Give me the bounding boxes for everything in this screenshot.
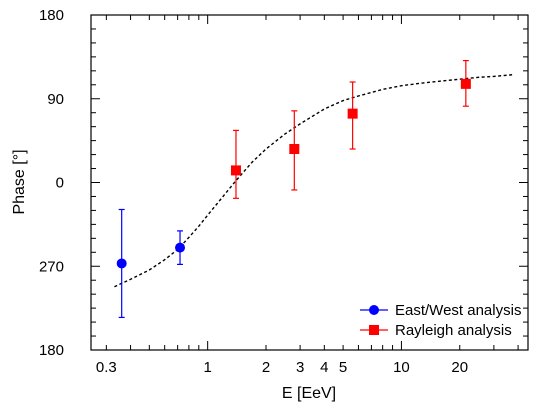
x-tick-labels: 0.3 1 2 3 4 5 10 20: [96, 359, 468, 376]
legend: East/West analysis Rayleigh analysis: [360, 302, 521, 339]
y-tick-label: 180: [39, 342, 64, 359]
y-tick-label: 270: [39, 258, 64, 275]
x-tick-label: 4: [320, 359, 328, 376]
legend-label: East/West analysis: [395, 302, 521, 319]
data-point-circle: [175, 242, 186, 253]
data-point-square: [230, 165, 241, 176]
x-tick-label: 20: [451, 359, 468, 376]
plot-frame: [90, 14, 529, 351]
y-tick-labels: 180 90 0 270 180: [39, 7, 64, 359]
x-tick-label: 2: [262, 359, 270, 376]
x-axis-title: E [EeV]: [282, 385, 336, 402]
fit-curve-layer: [114, 73, 514, 288]
y-tick-label: 0: [56, 175, 64, 192]
data-point-square: [460, 78, 471, 89]
data-points-layer: [116, 59, 471, 319]
tick-marks: [91, 14, 528, 351]
legend-label: Rayleigh analysis: [395, 322, 512, 339]
y-axis-title: Phase [°]: [11, 149, 28, 214]
x-tick-label: 1: [203, 359, 211, 376]
x-tick-label: 5: [339, 359, 347, 376]
x-tick-label: 0.3: [96, 359, 117, 376]
data-point-circle: [116, 258, 127, 269]
y-tick-label: 90: [47, 91, 64, 108]
x-tick-label: 3: [296, 359, 304, 376]
y-tick-label: 180: [39, 7, 64, 24]
legend-marker-square: [369, 325, 379, 335]
legend-marker-circle: [369, 305, 379, 315]
data-point-square: [289, 144, 300, 154]
fit-curve: [114, 73, 514, 288]
x-tick-label: 10: [393, 359, 410, 376]
data-point-square: [347, 108, 358, 119]
